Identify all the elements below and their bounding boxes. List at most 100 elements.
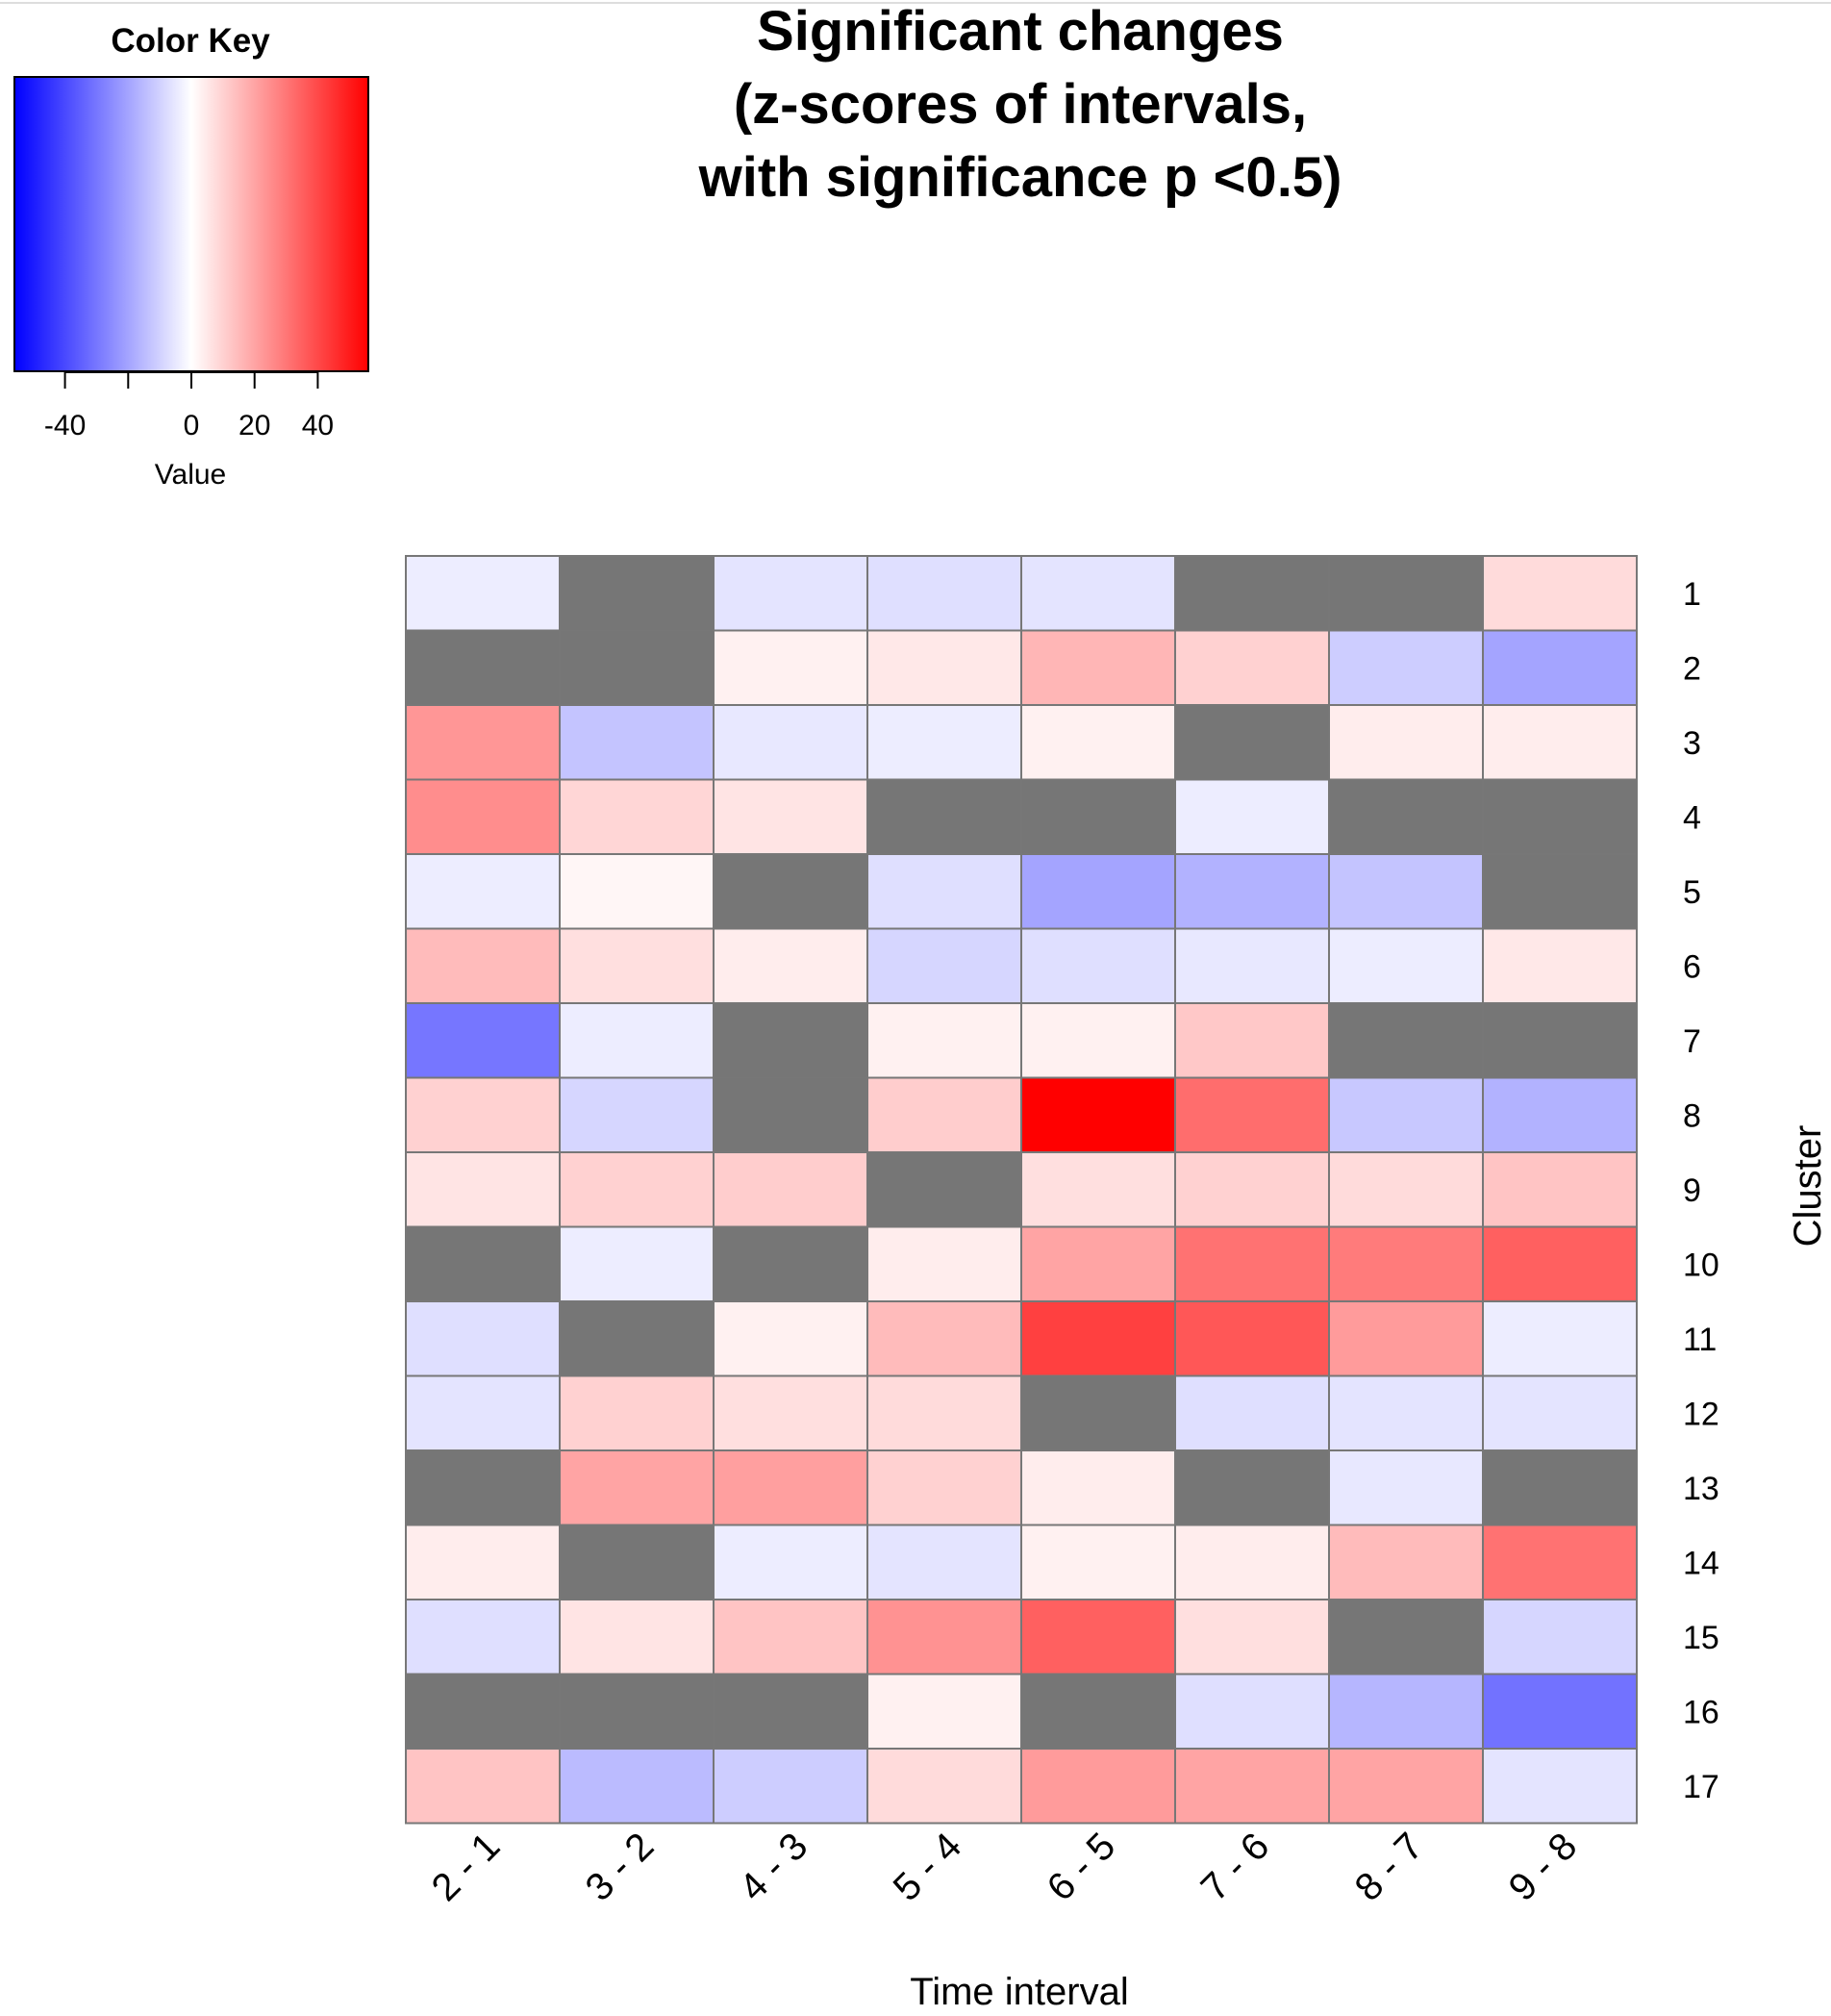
row-label: 5 (1683, 874, 1701, 911)
heatmap-cell (1482, 555, 1638, 632)
heatmap-cell (1482, 1002, 1638, 1079)
heatmap-cell (713, 1225, 868, 1302)
heatmap-cell (1328, 1076, 1484, 1153)
color-key-axis-label: Value (155, 459, 227, 491)
heatmap-cell (405, 853, 561, 930)
heatmap-cell (559, 1300, 715, 1377)
heatmap-cell (866, 1748, 1022, 1825)
heatmap-cell (405, 704, 561, 781)
heatmap-cell (1482, 1151, 1638, 1228)
heatmap-cell (713, 555, 868, 632)
heatmap-cell (559, 1449, 715, 1526)
heatmap-cell (1020, 927, 1176, 1004)
heatmap-cell (713, 704, 868, 781)
row-label: 11 (1683, 1322, 1717, 1358)
heatmap-cell (405, 778, 561, 855)
heatmap-cell (559, 629, 715, 706)
heatmap-cell (1174, 704, 1330, 781)
heatmap-cell (866, 1151, 1022, 1228)
color-key: Color Key -40 0 20 40 Value (13, 22, 369, 491)
heatmap-cell (1328, 1599, 1484, 1676)
heatmap-cell (1174, 555, 1330, 632)
chart-title: Significant changes (z-scores of interva… (698, 0, 1342, 209)
heatmap-cell (713, 778, 868, 855)
heatmap-cell (1174, 1076, 1330, 1153)
color-key-axis: -40 0 20 40 (44, 371, 334, 441)
row-label: 17 (1683, 1769, 1719, 1805)
heatmap-cell (1020, 1748, 1176, 1825)
heatmap-cell (866, 853, 1022, 930)
heatmap-cell (713, 853, 868, 930)
heatmap-cell (1020, 1151, 1176, 1228)
heatmap-cell (1328, 555, 1484, 632)
heatmap-cell (1482, 1076, 1638, 1153)
heatmap-cell (559, 1374, 715, 1451)
title-line-2: (z-scores of intervals, (734, 73, 1307, 136)
heatmap-cell (866, 1374, 1022, 1451)
heatmap-cell (559, 1002, 715, 1079)
color-key-tick-label: 20 (238, 410, 270, 441)
heatmap-cell (1482, 1300, 1638, 1377)
row-label: 13 (1683, 1471, 1719, 1507)
heatmap-cell (405, 1374, 561, 1451)
heatmap-cell (713, 1300, 868, 1377)
heatmap-cell (1482, 778, 1638, 855)
row-label: 9 (1683, 1172, 1701, 1209)
color-key-gradient (13, 76, 369, 372)
heatmap-cell (866, 704, 1022, 781)
heatmap-cell (1174, 927, 1330, 1004)
title-line-1: Significant changes (757, 0, 1284, 63)
heatmap-cell (559, 1748, 715, 1825)
title-line-3: with significance p <0.5) (698, 146, 1342, 209)
heatmap-cell (1020, 555, 1176, 632)
heatmap-cell (1174, 1449, 1330, 1526)
heatmap-cell (866, 1673, 1022, 1750)
heatmap-cell (1328, 1002, 1484, 1079)
heatmap-cell (1482, 1748, 1638, 1825)
heatmap-cell (1328, 1374, 1484, 1451)
heatmap-cell (866, 1599, 1022, 1676)
row-label: 8 (1683, 1097, 1701, 1134)
color-key-tick-label: -40 (44, 410, 86, 441)
heatmap-cell (1328, 1748, 1484, 1825)
heatmap-cell (866, 1225, 1022, 1302)
heatmap-cell (1174, 853, 1330, 930)
heatmap-cell (405, 927, 561, 1004)
heatmap-cell (1328, 1225, 1484, 1302)
heatmap-cell (1328, 629, 1484, 706)
heatmap-cell (713, 927, 868, 1004)
heatmap-cell (1020, 778, 1176, 855)
x-axis-title: Time interval (910, 1971, 1128, 2013)
heatmap-cell (713, 1449, 868, 1526)
row-label: 6 (1683, 948, 1701, 985)
heatmap-cell (405, 1449, 561, 1526)
heatmap-cell (1482, 853, 1638, 930)
heatmap-cell (1482, 927, 1638, 1004)
heatmap-cell (713, 1002, 868, 1079)
heatmap-cell (713, 1151, 868, 1228)
heatmap-cell (1174, 1673, 1330, 1750)
heatmap-cell (405, 1599, 561, 1676)
heatmap-cell (1328, 1524, 1484, 1600)
heatmap-cell (1174, 629, 1330, 706)
heatmap-cell (1020, 853, 1176, 930)
heatmap-cell (1328, 1449, 1484, 1526)
heatmap-cell (1174, 1748, 1330, 1825)
heatmap-cell (1174, 1374, 1330, 1451)
heatmap-cell (866, 555, 1022, 632)
heatmap-cell (1482, 629, 1638, 706)
heatmap-cell (713, 1599, 868, 1676)
heatmap-cell (1482, 704, 1638, 781)
heatmap-cell (405, 1002, 561, 1079)
row-label: 15 (1683, 1620, 1719, 1656)
row-label: 2 (1683, 650, 1701, 687)
color-key-tick-label: 40 (302, 410, 334, 441)
heatmap-cell (1020, 1524, 1176, 1600)
heatmap-cell (1482, 1449, 1638, 1526)
heatmap-cell (1482, 1673, 1638, 1750)
row-label: 7 (1683, 1023, 1701, 1060)
heatmap-cell (1174, 1002, 1330, 1079)
heatmap-cell (405, 1673, 561, 1750)
heatmap-cell (559, 1673, 715, 1750)
